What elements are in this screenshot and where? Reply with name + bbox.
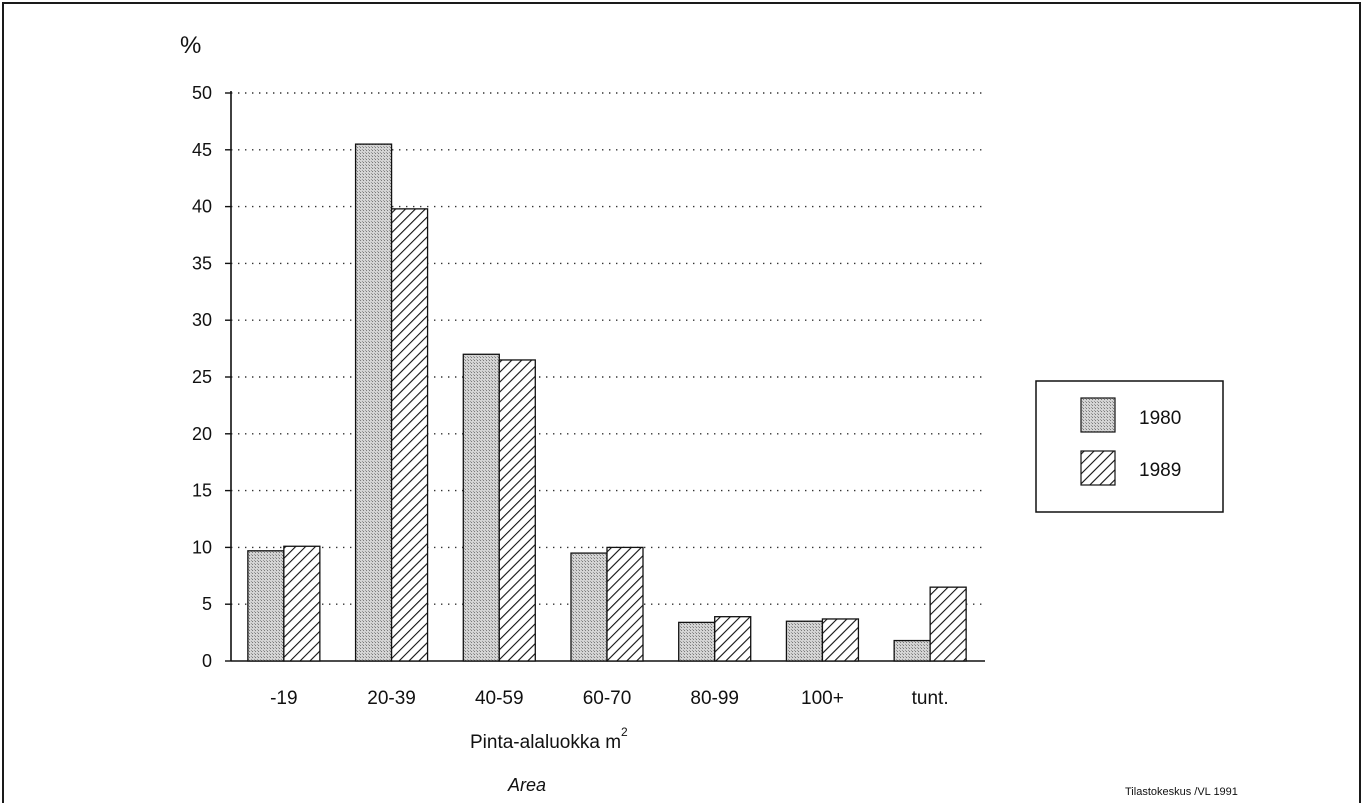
grid-lines — [231, 92, 985, 605]
y-tick-label: 10 — [192, 537, 212, 557]
y-tick-label: 45 — [192, 140, 212, 160]
bar-1989-80-99 — [714, 616, 752, 662]
x-axis-label: Pinta-alaluokka m2 — [470, 725, 628, 753]
y-tick-label: 40 — [192, 197, 212, 217]
legend-swatch-1989 — [1080, 450, 1116, 486]
bars — [247, 143, 967, 662]
y-tick-label: 15 — [192, 481, 212, 501]
bar-1989-20-39 — [390, 208, 429, 662]
bar-1980--19 — [247, 550, 285, 662]
bar-1980-20-39 — [354, 143, 393, 662]
bar-1980-60-70 — [570, 552, 608, 662]
bar-1989-100+ — [821, 618, 860, 662]
bar-1980-40-59 — [462, 353, 500, 662]
y-tick-label: 30 — [192, 310, 212, 330]
y-tick-label: 50 — [192, 83, 212, 103]
legend-swatch-1980 — [1080, 397, 1116, 433]
y-tick-label: 35 — [192, 253, 212, 273]
x-tick-label: 60-70 — [583, 688, 632, 709]
y-tick-label: 0 — [202, 651, 212, 671]
bar-1989-tunt. — [929, 586, 967, 662]
bar-1980-tunt. — [893, 639, 931, 662]
bar-1989-60-70 — [606, 546, 644, 662]
legend-label-1989: 1989 — [1139, 460, 1181, 481]
x-axis-categories: -19 20-39 40-59 60-70 80-99 100+ tunt. — [270, 688, 949, 709]
x-axis-sublabel: Area — [507, 775, 546, 795]
legend: 1980 1989 — [1035, 380, 1224, 513]
legend-box — [1035, 380, 1224, 513]
x-axis-label-superscript: 2 — [621, 725, 628, 739]
x-tick-label: 100+ — [801, 688, 844, 709]
x-tick-label: 80-99 — [690, 688, 739, 709]
bar-1980-100+ — [785, 620, 824, 662]
x-tick-label: -19 — [270, 688, 297, 709]
y-tick-label: 5 — [202, 594, 212, 614]
x-axis-label-main: Pinta-alaluokka m — [470, 732, 621, 753]
x-tick-label: 20-39 — [367, 688, 416, 709]
y-axis-label: % — [180, 32, 201, 59]
y-tick-label: 25 — [192, 367, 212, 387]
bar-1989-40-59 — [498, 359, 536, 662]
x-tick-label: tunt. — [912, 688, 949, 709]
legend-label-1980: 1980 — [1139, 408, 1181, 429]
bar-1980-80-99 — [678, 621, 716, 662]
y-tick-label: 20 — [192, 424, 212, 444]
x-tick-label: 40-59 — [475, 688, 524, 709]
bar-1989--19 — [283, 545, 321, 662]
source-credit: Tilastokeskus /VL 1991 — [1125, 786, 1238, 798]
